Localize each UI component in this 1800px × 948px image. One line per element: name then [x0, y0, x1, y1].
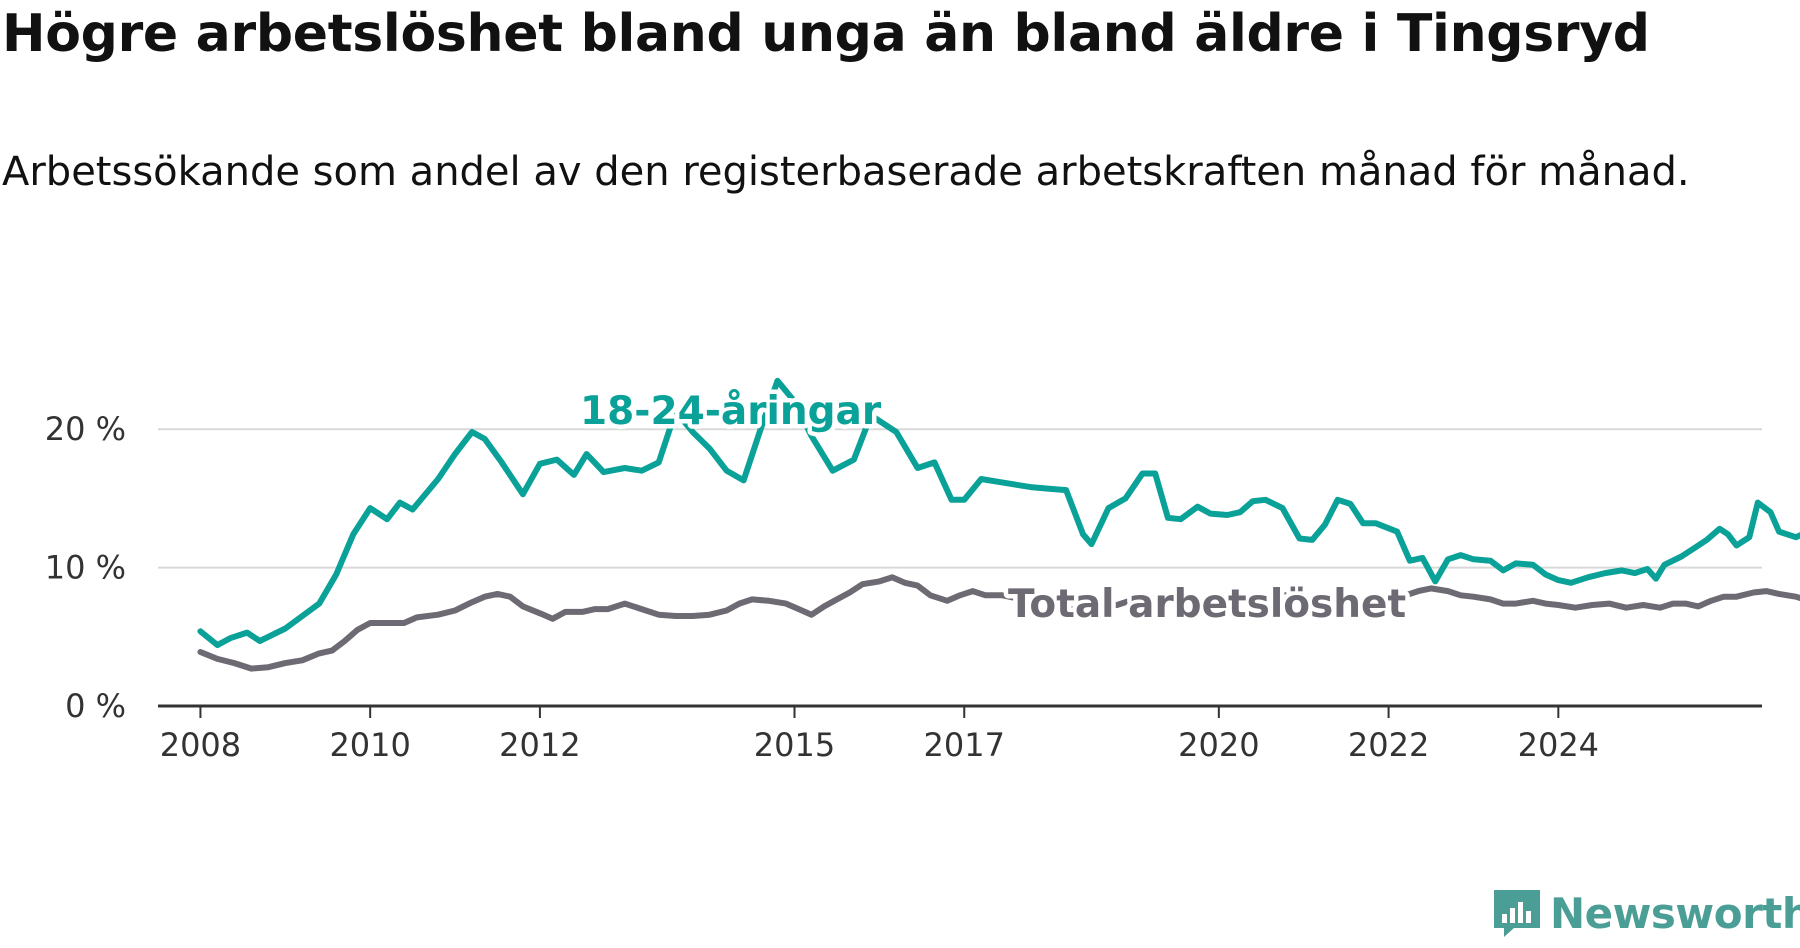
y-tick-label: 0 %	[65, 687, 126, 725]
x-tick-label: 2015	[754, 726, 835, 764]
series-label-total-halo: Total arbetslöshet	[1008, 582, 1406, 627]
x-tick-label: 2010	[329, 726, 410, 764]
x-tick-label: 2017	[924, 726, 1005, 764]
newsworthy-logo-icon	[1494, 890, 1540, 937]
y-tick-label: 10 %	[45, 549, 126, 587]
chart-subtitle: Arbetssökande som andel av den registerb…	[2, 149, 1690, 195]
chart-title: Högre arbetslöshet bland unga än bland ä…	[2, 4, 1650, 64]
series-label-youth-halo: 18-24-åringar	[580, 389, 882, 434]
x-tick-label: 2012	[499, 726, 580, 764]
series-line-total	[197, 574, 1800, 672]
x-tick-label: 2008	[160, 726, 241, 764]
newsworthy-logo-text: Newsworthy	[1550, 888, 1800, 938]
series-label-total: Total arbetslöshet	[1008, 582, 1406, 627]
x-tick-label: 2024	[1518, 726, 1599, 764]
x-tick-label: 2020	[1178, 726, 1259, 764]
y-tick-label: 20 %	[45, 410, 126, 448]
newsworthy-logo: Newsworthy	[1492, 888, 1800, 938]
series-label-youth: 18-24-åringar	[580, 389, 882, 434]
x-tick-label: 2022	[1348, 726, 1429, 764]
series-line-youth	[197, 377, 1800, 649]
